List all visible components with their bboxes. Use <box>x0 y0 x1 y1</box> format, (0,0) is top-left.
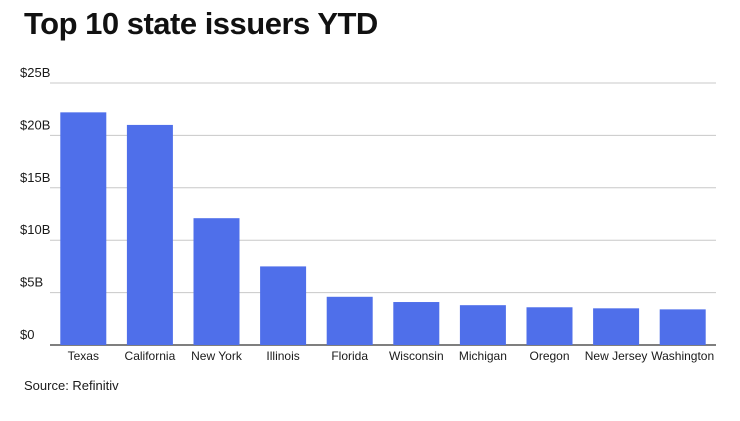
bar-michigan <box>459 305 506 345</box>
bars <box>60 112 706 346</box>
bar-new-york <box>193 218 240 345</box>
bar-illinois <box>260 266 307 345</box>
x-tick-label: Washington <box>651 349 714 363</box>
bar-wisconsin <box>393 302 440 345</box>
bar-florida <box>326 296 373 345</box>
y-tick-label: $15B <box>20 170 50 185</box>
y-tick-label: $10B <box>20 222 50 237</box>
bar-new-jersey <box>593 308 640 345</box>
x-tick-label: Florida <box>331 349 368 363</box>
chart-title: Top 10 state issuers YTD <box>24 6 378 41</box>
bar-oregon <box>526 307 573 345</box>
x-tick-label: Michigan <box>459 349 507 363</box>
bar-washington <box>659 309 706 345</box>
x-tick-label: New York <box>191 349 243 363</box>
x-tick-label: Wisconsin <box>389 349 444 363</box>
x-tick-label: Illinois <box>266 349 299 363</box>
x-tick-label: Oregon <box>529 349 569 363</box>
bar-california <box>126 124 173 345</box>
bar-texas <box>60 112 107 346</box>
x-tick-label: California <box>125 349 176 363</box>
x-tick-labels: Texas California New York Illinois Florida Wi… <box>68 349 715 363</box>
y-tick-label: $0 <box>20 327 34 342</box>
x-tick-label: Texas <box>68 349 99 363</box>
y-tick-label: $5B <box>20 275 43 290</box>
y-tick-labels: $0 $5B $10B $15B $20B $25B <box>20 65 50 342</box>
y-tick-label: $25B <box>20 65 50 80</box>
y-tick-label: $20B <box>20 117 50 132</box>
x-tick-label: New Jersey <box>585 349 648 363</box>
source-note: Source: Refinitiv <box>24 378 119 393</box>
